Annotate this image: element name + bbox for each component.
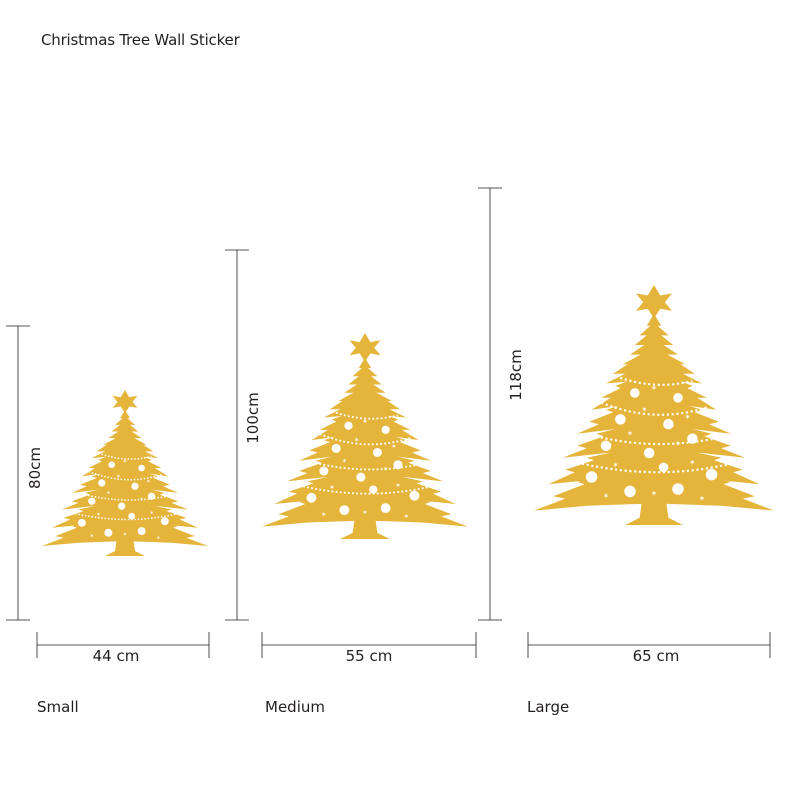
size-name-large: Large (527, 698, 569, 716)
size-name-medium: Medium (265, 698, 325, 716)
width-label-large: 65 cm (633, 647, 680, 665)
width-label-small: 44 cm (93, 647, 140, 665)
height-label-medium: 100cm (244, 392, 262, 444)
tree-large (534, 285, 774, 525)
width-label-medium: 55 cm (346, 647, 393, 665)
size-name-small: Small (37, 698, 79, 716)
page-title: Christmas Tree Wall Sticker (41, 31, 240, 49)
tree-small (40, 388, 210, 558)
height-label-small: 80cm (26, 447, 44, 489)
tree-medium (260, 331, 470, 541)
height-label-large: 118cm (507, 349, 525, 401)
